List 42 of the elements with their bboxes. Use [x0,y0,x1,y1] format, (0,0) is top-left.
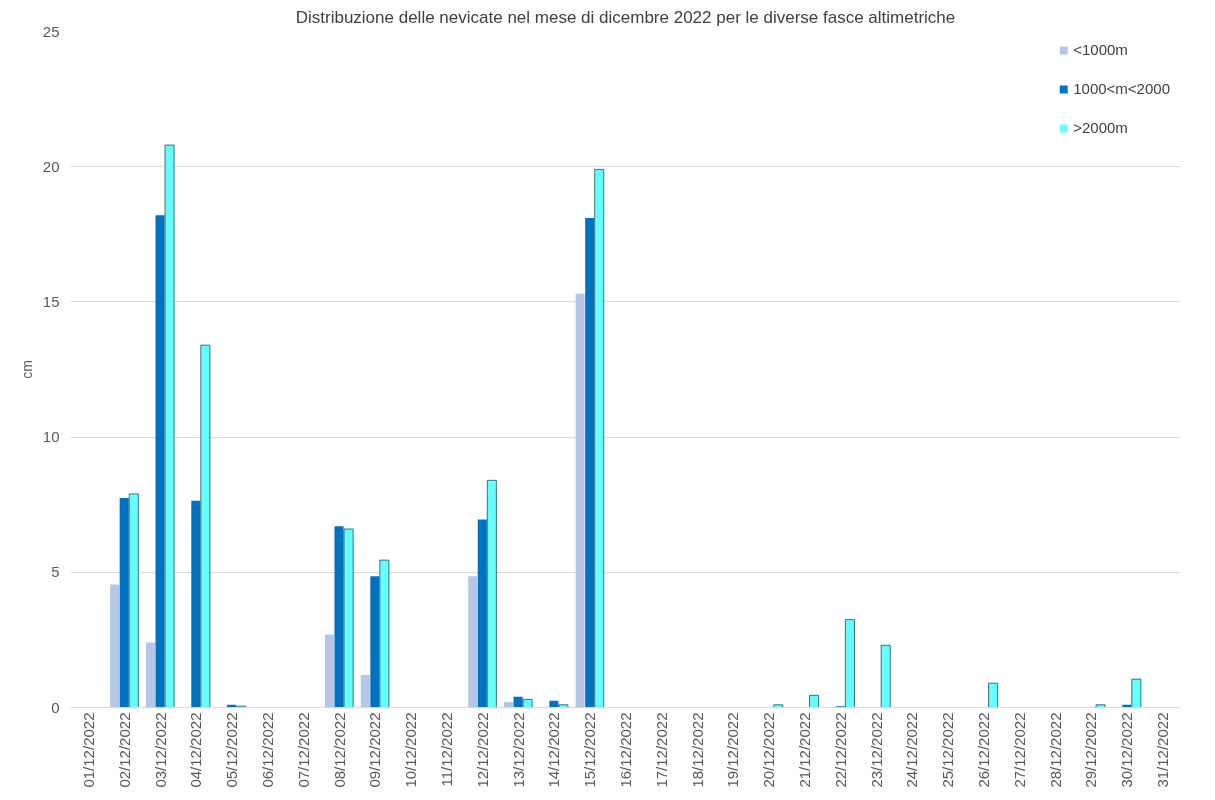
x-tick-label: 02/12/2022 [115,712,133,788]
x-tick-label: 11/12/2022 [437,712,455,787]
x-tick-label: 20/12/2022 [760,712,778,788]
y-tick-label: 20 [42,157,60,175]
x-tick-label: 04/12/2022 [187,712,205,788]
x-tick-label: 12/12/2022 [473,712,491,788]
x-tick-label: 06/12/2022 [258,712,276,788]
x-tick-label: 29/12/2022 [1082,712,1100,788]
y-tick-label: 0 [51,698,60,716]
y-tick-label: 5 [51,563,60,581]
x-tick-label: 14/12/2022 [545,712,563,788]
x-tick-label: 19/12/2022 [724,712,742,788]
x-tick-label: 26/12/2022 [975,712,993,788]
x-tick-label: 07/12/2022 [294,712,312,788]
x-tick-label: 16/12/2022 [617,712,634,788]
y-tick-label: 25 [42,22,60,40]
x-tick-label: 15/12/2022 [581,712,599,788]
x-tick-label: 24/12/2022 [903,712,921,788]
chart-title: Distribuzione delle nevicate nel mese di dicembre 2022 per le diverse fasce altimetriche [295,7,956,27]
x-tick-label: 21/12/2022 [796,712,814,788]
y-axis-title: cm [18,360,35,379]
legend-label: <1000m [1073,41,1128,58]
x-tick-label: 10/12/2022 [402,712,420,788]
y-tick-label: 10 [42,428,60,446]
x-tick-label: 22/12/2022 [831,712,849,788]
x-tick-label: 13/12/2022 [509,712,527,788]
x-tick-label: 05/12/2022 [223,712,241,788]
x-tick-label: 01/12/2022 [79,712,97,788]
x-tick-label: 25/12/2022 [939,712,957,788]
x-tick-label: 08/12/2022 [330,712,348,788]
legend-label: 1000<m<2000 [1073,80,1170,97]
x-tick-label: 09/12/2022 [366,712,384,788]
legend-label: >2000m [1073,119,1128,136]
x-tick-label: 31/12/2022 [1154,712,1172,788]
x-tick-label: 23/12/2022 [867,712,885,788]
x-tick-label: 27/12/2022 [1010,712,1028,788]
x-tick-label: 03/12/2022 [151,712,169,788]
x-tick-label: 18/12/2022 [688,712,706,788]
x-tick-label: 17/12/2022 [652,712,670,788]
x-tick-label: 28/12/2022 [1046,712,1064,788]
y-tick-label: 15 [42,292,60,310]
x-tick-label: 30/12/2022 [1118,712,1136,788]
